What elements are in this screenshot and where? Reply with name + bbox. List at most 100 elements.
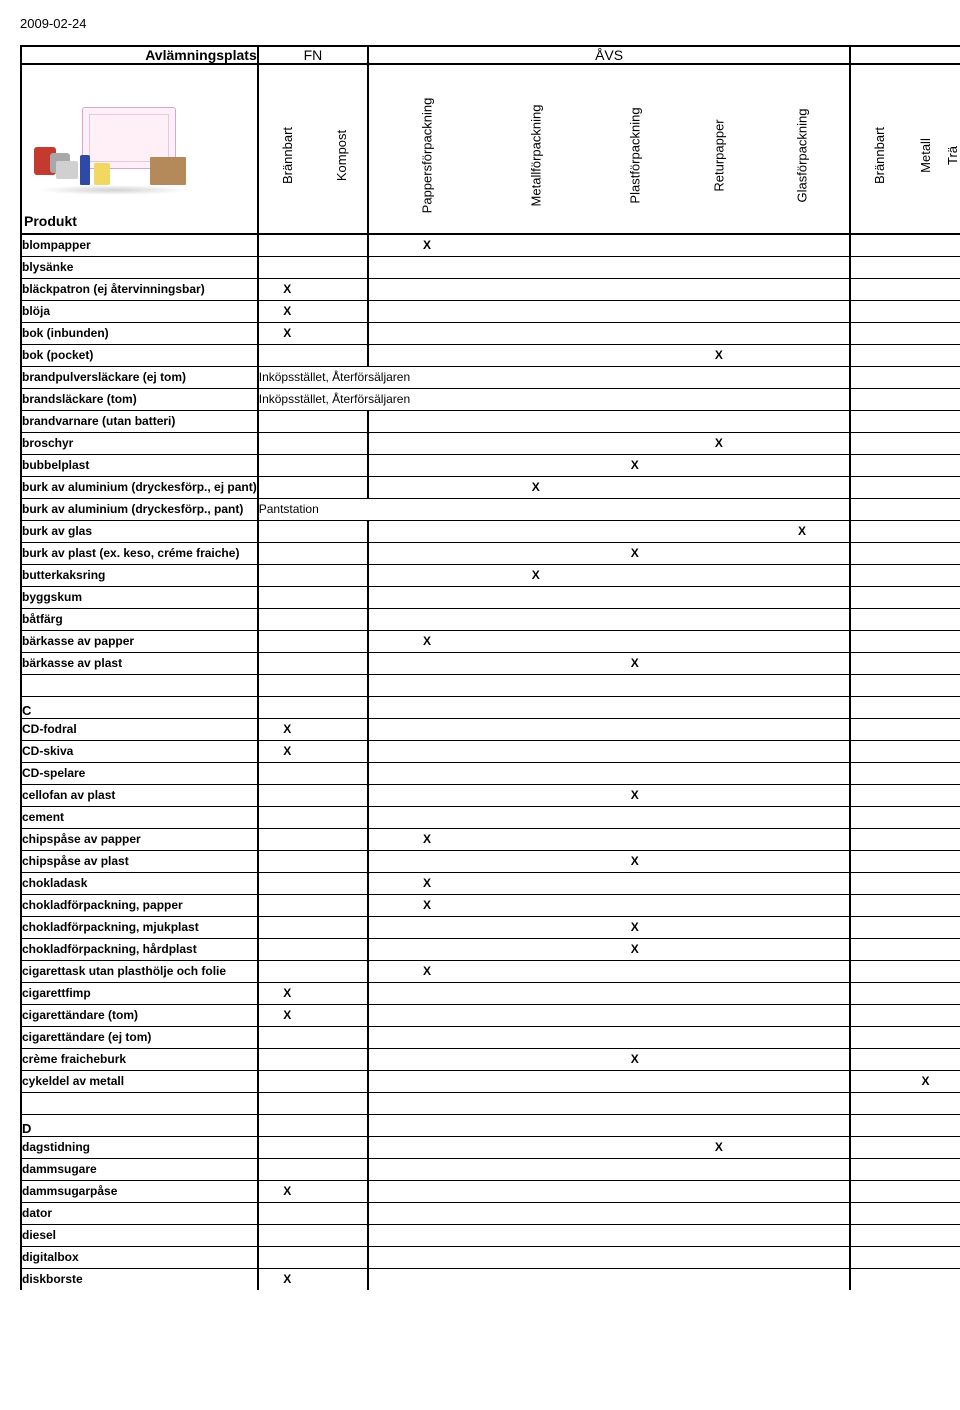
col-6: Glasförpackning [795, 109, 810, 203]
cell [850, 278, 908, 300]
cell: X [587, 784, 683, 806]
cell [943, 894, 960, 916]
cell [485, 872, 587, 894]
cell [683, 960, 755, 982]
cell: X [258, 300, 316, 322]
cell [316, 1158, 368, 1180]
row-label: cigarettändare (tom) [21, 1004, 258, 1026]
cell [368, 784, 485, 806]
cell [258, 1136, 316, 1158]
cell [485, 410, 587, 432]
cell [368, 1026, 485, 1048]
cell [368, 542, 485, 564]
cell [850, 1224, 908, 1246]
row-label: broschyr [21, 432, 258, 454]
cell [908, 1180, 943, 1202]
cell [908, 256, 943, 278]
cell [587, 960, 683, 982]
cell [850, 234, 908, 256]
table-row: digitalboxX [21, 1246, 960, 1268]
cell [755, 806, 850, 828]
cell [683, 1048, 755, 1070]
cell [850, 542, 908, 564]
cell: X [485, 564, 587, 586]
row-label: burk av glas [21, 520, 258, 542]
cell [587, 982, 683, 1004]
row-label: dator [21, 1202, 258, 1224]
cell [908, 740, 943, 762]
cell [850, 322, 908, 344]
cell [587, 806, 683, 828]
cell [485, 740, 587, 762]
cell [908, 564, 943, 586]
cell [683, 1224, 755, 1246]
cell [755, 1224, 850, 1246]
cell [755, 1268, 850, 1290]
cell [943, 828, 960, 850]
cell: X [587, 938, 683, 960]
table-row: bubbelplastX [21, 454, 960, 476]
row-label: blöja [21, 300, 258, 322]
cell [258, 916, 316, 938]
cell [755, 278, 850, 300]
cell [755, 828, 850, 850]
cell [755, 762, 850, 784]
cell [258, 432, 316, 454]
cell [850, 806, 908, 828]
cell [943, 960, 960, 982]
cell [908, 1158, 943, 1180]
table-row: CD-skivaX [21, 740, 960, 762]
page-date: 2009-02-24 [20, 16, 940, 31]
cell [485, 454, 587, 476]
table-row: dammsugarpåseX [21, 1180, 960, 1202]
cell [485, 608, 587, 630]
cell [485, 432, 587, 454]
cell: X [485, 476, 587, 498]
cell [587, 1070, 683, 1092]
cell [485, 1070, 587, 1092]
row-label: chokladask [21, 872, 258, 894]
cell [850, 762, 908, 784]
cell [316, 300, 368, 322]
cell [587, 1026, 683, 1048]
row-label: bok (inbunden) [21, 322, 258, 344]
cell [850, 586, 908, 608]
cell [485, 894, 587, 916]
cell [485, 784, 587, 806]
row-label: dammsugare [21, 1158, 258, 1180]
row-label: bärkasse av papper [21, 630, 258, 652]
cell [683, 476, 755, 498]
cell [316, 344, 368, 366]
cell [683, 1004, 755, 1026]
cell [316, 1268, 368, 1290]
cell [755, 1202, 850, 1224]
cell [908, 586, 943, 608]
row-label: cigarettfimp [21, 982, 258, 1004]
cell: X [368, 630, 485, 652]
cell [587, 432, 683, 454]
cell [943, 1224, 960, 1246]
table-row: brandsläckare (tom)Inköpsstället, Återfö… [21, 388, 960, 410]
cell [755, 322, 850, 344]
row-label: bok (pocket) [21, 344, 258, 366]
cell [850, 1202, 908, 1224]
cell [850, 1070, 908, 1092]
cell [850, 872, 908, 894]
cell [683, 322, 755, 344]
cell [683, 608, 755, 630]
cell [683, 300, 755, 322]
cell [258, 828, 316, 850]
cell [368, 1224, 485, 1246]
cell [683, 740, 755, 762]
cell [587, 1224, 683, 1246]
row-label: dammsugarpåse [21, 1180, 258, 1202]
cell [908, 234, 943, 256]
cell [368, 322, 485, 344]
cell [683, 982, 755, 1004]
cell [368, 256, 485, 278]
cell [316, 608, 368, 630]
cell [943, 652, 960, 674]
cell [755, 234, 850, 256]
col-4: Plastförpackning [627, 107, 642, 203]
table-row: blöjaX [21, 300, 960, 322]
